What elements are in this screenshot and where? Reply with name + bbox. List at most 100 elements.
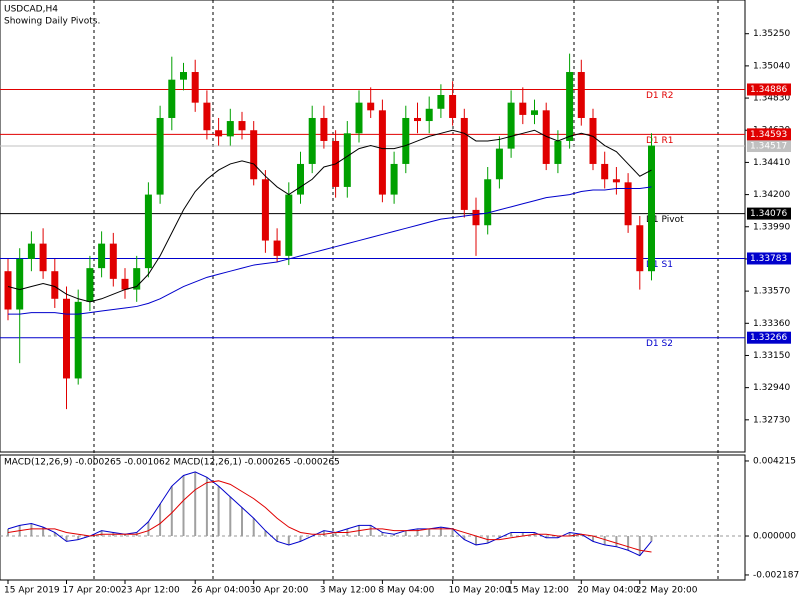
- candle-body: [472, 209, 480, 226]
- candle-body: [156, 117, 164, 195]
- macd-y-tick-label: 0.000000: [753, 532, 796, 542]
- candle-body: [495, 148, 503, 180]
- pivot-name: D1 R2: [646, 91, 674, 101]
- macd-signal-line: [7, 480, 652, 553]
- x-tick-label: 15 May 12:00: [507, 586, 569, 596]
- x-tick-label: 8 May 04:00: [378, 586, 434, 596]
- candle-body: [402, 117, 410, 164]
- candle-body: [390, 163, 398, 195]
- candle-body: [39, 243, 47, 272]
- y-tick-label: 1.34410: [753, 158, 790, 168]
- pivot-price-box: [747, 83, 791, 96]
- y-tick-label: 1.35040: [753, 61, 790, 71]
- x-tick-label: 23 Apr 12:00: [121, 586, 180, 596]
- y-tick-label: 1.32730: [753, 415, 790, 425]
- candle-body: [320, 117, 328, 141]
- pivot-price-box: [747, 207, 791, 220]
- x-tick-label: 20 May 04:00: [577, 586, 639, 596]
- pivot-price-box: [747, 252, 791, 265]
- current-price-box: [747, 140, 791, 153]
- candle-body: [542, 110, 550, 164]
- candle-body: [648, 145, 655, 272]
- candle-body: [215, 130, 223, 137]
- candle-body: [378, 110, 386, 195]
- candle-body: [98, 243, 106, 269]
- macd-label: MACD(12,26,9) -0.000265 -0.001062 MACD(1…: [4, 458, 340, 468]
- day-separators: [93, 0, 719, 580]
- candle-body: [367, 102, 375, 111]
- pivot-price-box: [747, 128, 791, 141]
- y-tick-label: 1.33570: [753, 287, 790, 297]
- candle-body: [612, 179, 620, 183]
- chart-subtitle: Showing Daily Pivots.: [4, 17, 100, 27]
- y-tick-label: 1.34830: [753, 94, 790, 104]
- pivot-price-label: 1.34076: [750, 209, 787, 219]
- candle-body: [16, 258, 24, 310]
- candle-body: [238, 121, 246, 131]
- candle-body: [191, 72, 199, 103]
- candle-body: [589, 117, 597, 164]
- candle-body: [507, 102, 515, 149]
- candle-body: [250, 130, 258, 180]
- pivot-price-label: 1.33266: [750, 333, 787, 343]
- macd-y-tick-label: 0.004215: [753, 456, 796, 466]
- candle-body: [554, 140, 562, 164]
- candle-body: [4, 271, 12, 310]
- candle-body: [437, 94, 445, 109]
- main-frame: [0, 0, 746, 453]
- y-tick-label: 1.35250: [753, 29, 790, 39]
- pivot-price-box: [747, 331, 791, 344]
- candle-body: [261, 179, 269, 241]
- y-tick-label: 1.33990: [753, 222, 790, 232]
- candle-body: [601, 163, 609, 180]
- candle-body: [180, 72, 187, 80]
- candle-body: [577, 72, 585, 118]
- pivot-name: D1 S2: [646, 339, 673, 349]
- x-tick-label: 17 Apr 20:00: [63, 586, 122, 596]
- candle-body: [51, 271, 59, 299]
- candle-body: [285, 194, 293, 256]
- candle-body: [297, 163, 304, 195]
- candle-body: [27, 243, 35, 259]
- candle-body: [425, 108, 433, 122]
- candle-body: [484, 179, 492, 226]
- pivot-price-label: 1.34593: [750, 130, 787, 140]
- y-tick-label: 1.34200: [753, 190, 790, 200]
- x-tick-label: 22 May 20:00: [636, 586, 698, 596]
- candle-body: [460, 117, 468, 210]
- pivot-price-label: 1.33783: [750, 254, 787, 264]
- candle-body: [109, 243, 117, 279]
- chart-title: USDCAD,H4: [4, 5, 58, 15]
- y-tick-label: 1.32940: [753, 383, 790, 393]
- candle-body: [531, 110, 538, 115]
- candle-body: [121, 278, 129, 290]
- candle-body: [273, 240, 281, 256]
- y-tick-label: 1.33150: [753, 351, 790, 361]
- candle-body: [624, 182, 632, 226]
- candle-body: [203, 102, 211, 131]
- candle-body: [133, 268, 141, 290]
- candle-body: [355, 102, 363, 134]
- candle-body: [63, 298, 70, 379]
- current-price-label: 1.34517: [750, 142, 787, 152]
- x-tick-label: 3 May 12:00: [320, 586, 376, 596]
- candle-body: [414, 117, 421, 122]
- x-tick-label: 26 Apr 04:00: [191, 586, 250, 596]
- pivot-price-label: 1.34886: [750, 85, 787, 95]
- moving-average: [8, 186, 652, 315]
- candle-body: [144, 194, 152, 269]
- candle-body: [168, 79, 176, 118]
- candle-body: [86, 268, 94, 302]
- candle-body: [519, 102, 527, 115]
- x-tick-label: 30 Apr 20:00: [250, 586, 309, 596]
- x-tick-label: 10 May 20:00: [449, 586, 511, 596]
- candle-body: [566, 72, 574, 141]
- candle-body: [74, 301, 82, 379]
- pivot-name: D1 R1: [646, 136, 674, 146]
- candle-body: [343, 133, 351, 187]
- candle-body: [308, 117, 316, 164]
- macd-y-tick-label: -0.002187: [753, 570, 799, 580]
- x-tick-label: 15 Apr 2019: [4, 586, 60, 596]
- moving-average: [7, 129, 652, 303]
